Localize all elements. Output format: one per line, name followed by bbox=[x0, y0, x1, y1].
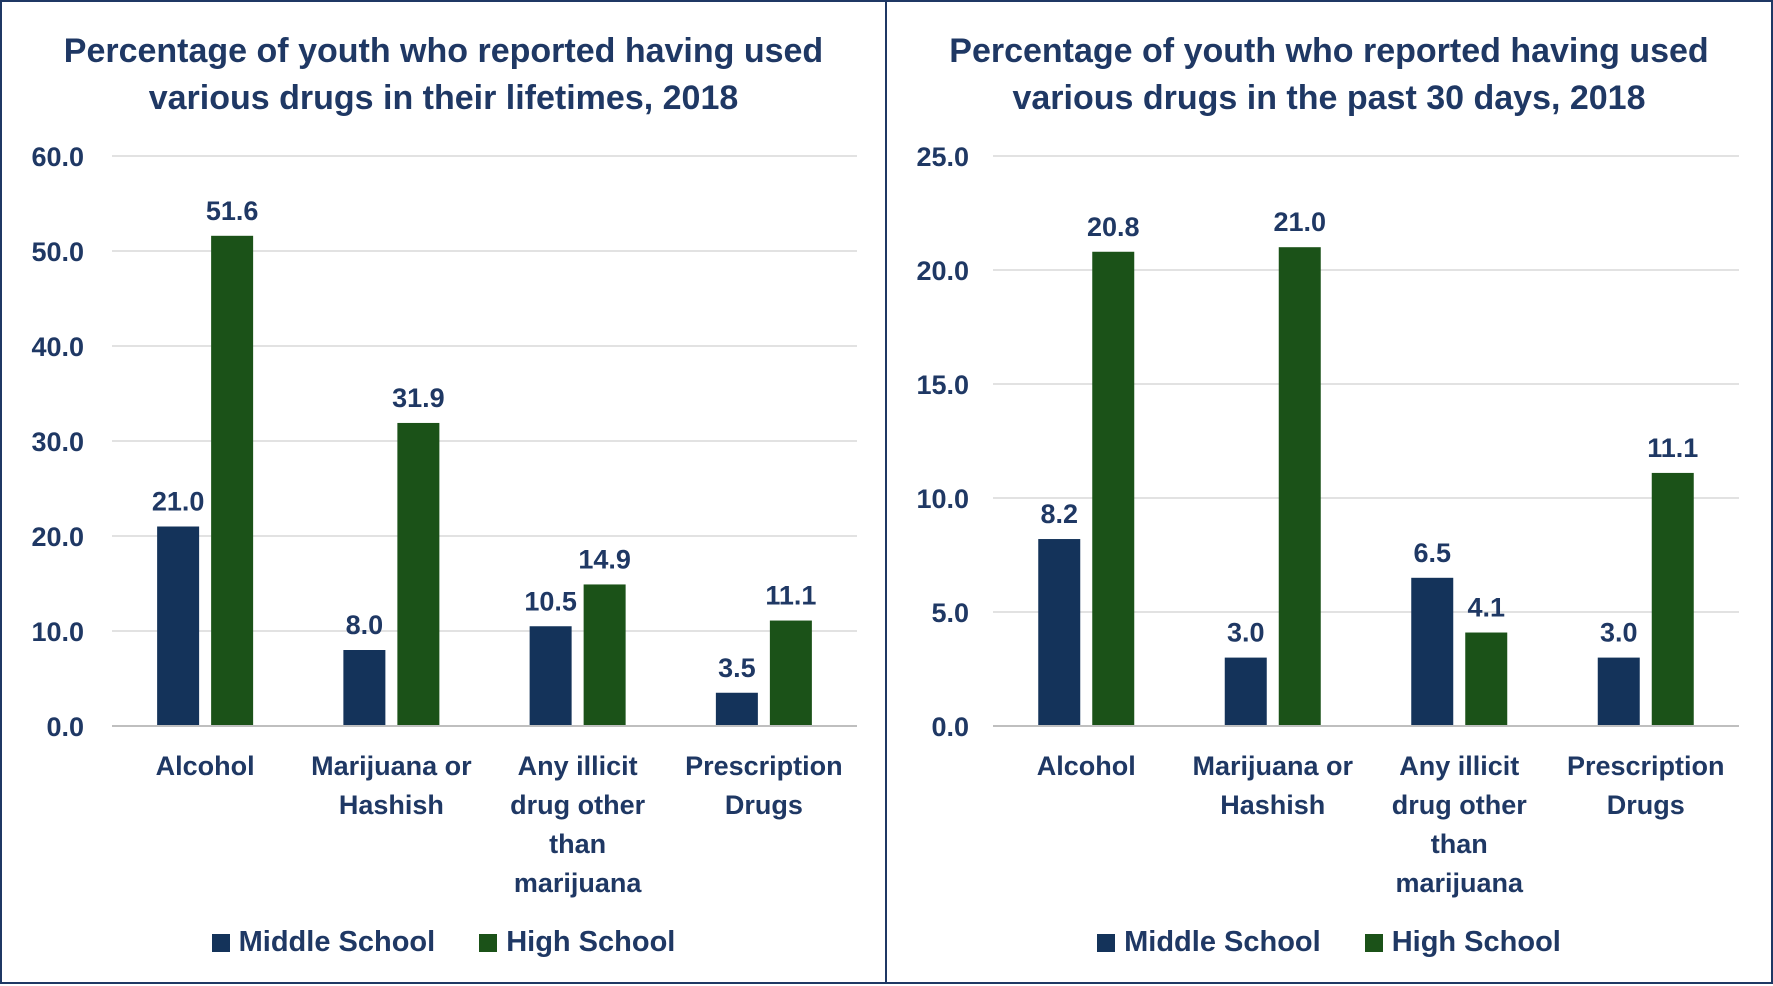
data-label: 3.0 bbox=[1600, 618, 1638, 648]
legend-label: High School bbox=[506, 926, 676, 958]
x-tick-label-line: Drugs bbox=[725, 790, 803, 820]
x-tick-label-line: Drugs bbox=[1607, 790, 1685, 820]
y-tick-label: 15.0 bbox=[916, 370, 969, 400]
y-tick-label: 40.0 bbox=[31, 332, 84, 362]
chart-panel-past-30-days: Percentage of youth who reported having … bbox=[885, 0, 1773, 984]
y-tick-label: 0.0 bbox=[931, 712, 969, 742]
data-label: 21.0 bbox=[1273, 207, 1326, 237]
x-tick-label-line: Any illicit bbox=[518, 751, 638, 781]
bar-middle-school bbox=[529, 626, 572, 726]
y-tick-label: 50.0 bbox=[31, 237, 84, 267]
x-tick-label: Marijuana or Hashish bbox=[1192, 751, 1353, 820]
bar-middle-school bbox=[715, 692, 758, 726]
data-label: 14.9 bbox=[578, 544, 631, 574]
legend-item-high-school: High School bbox=[479, 926, 675, 959]
data-label: 10.5 bbox=[524, 586, 577, 616]
bar-middle-school bbox=[1597, 657, 1640, 726]
x-tick-label-line: than bbox=[1431, 829, 1488, 859]
legend-item-high-school: High School bbox=[1364, 926, 1561, 959]
x-tick-label-line: Prescription bbox=[1567, 751, 1725, 781]
bar-high-school bbox=[769, 620, 812, 726]
y-tick-label: 60.0 bbox=[31, 142, 84, 172]
legend-label: High School bbox=[1391, 926, 1561, 958]
chart-title: Percentage of youth who reported having … bbox=[949, 32, 1709, 117]
x-tick-label-line: Marijuana or bbox=[311, 751, 472, 781]
x-tick-label: Prescription Drugs bbox=[685, 751, 843, 820]
legend-swatch-high-school bbox=[479, 933, 498, 952]
bar-chart-past-30-days: 0.0 5.0 10.0 15.0 20.0 25.0 8.2 20.8 Alcohol 3.0 2… bbox=[916, 142, 1739, 898]
y-tick-label: 0.0 bbox=[46, 712, 84, 742]
bar-middle-school bbox=[1411, 577, 1454, 726]
legend: Middle School High School bbox=[2, 926, 885, 959]
x-tick-label-line: Alcohol bbox=[1037, 751, 1136, 781]
y-tick-label: 10.0 bbox=[31, 617, 84, 647]
data-label: 11.1 bbox=[765, 581, 816, 611]
y-tick-label: 20.0 bbox=[31, 522, 84, 552]
bar-middle-school bbox=[1038, 539, 1081, 726]
legend-label: Middle School bbox=[1124, 926, 1321, 958]
x-tick-label: Marijuana or Hashish bbox=[311, 751, 472, 820]
data-label: 8.0 bbox=[346, 610, 384, 640]
y-tick-label: 25.0 bbox=[916, 142, 969, 172]
x-tick-label: Alcohol bbox=[156, 751, 255, 781]
bar-chart-lifetime: 0.0 10.0 20.0 30.0 40.0 50.0 60.0 21.0 51.6 Alcoh… bbox=[31, 142, 857, 898]
x-tick-label: Prescription Drugs bbox=[1567, 751, 1725, 820]
legend: Middle School High School bbox=[887, 926, 1771, 959]
bar-high-school bbox=[1092, 251, 1135, 726]
chart-panel-lifetime: Percentage of youth who reported having … bbox=[0, 0, 887, 984]
data-label: 8.2 bbox=[1040, 499, 1078, 529]
data-label: 31.9 bbox=[392, 383, 445, 413]
bar-high-school bbox=[583, 584, 626, 726]
data-label: 20.8 bbox=[1087, 212, 1140, 242]
bar-middle-school bbox=[343, 650, 386, 726]
x-tick-label: Any illicit drug other than marijuana bbox=[510, 751, 645, 898]
x-tick-label-line: than bbox=[549, 829, 606, 859]
legend-item-middle-school: Middle School bbox=[211, 926, 436, 959]
bar-high-school bbox=[1465, 632, 1508, 726]
y-tick-label: 30.0 bbox=[31, 427, 84, 457]
x-tick-label-line: Any illicit bbox=[1399, 751, 1519, 781]
bar-high-school bbox=[211, 235, 254, 727]
x-tick-label-line: marijuana bbox=[514, 868, 643, 898]
data-label: 6.5 bbox=[1413, 538, 1451, 568]
data-label: 51.6 bbox=[206, 196, 259, 226]
legend-label: Middle School bbox=[238, 926, 436, 958]
data-label: 11.1 bbox=[1647, 433, 1698, 463]
legend-swatch-high-school bbox=[1364, 933, 1383, 952]
x-tick-label-line: Alcohol bbox=[156, 751, 255, 781]
data-label: 3.5 bbox=[718, 653, 756, 683]
x-tick-label: Alcohol bbox=[1037, 751, 1136, 781]
y-tick-label: 5.0 bbox=[931, 598, 969, 628]
x-tick-label-line: drug other bbox=[1392, 790, 1527, 820]
x-tick-label: Any illicit drug other than marijuana bbox=[1392, 751, 1527, 898]
legend-item-middle-school: Middle School bbox=[1097, 926, 1321, 959]
x-tick-label-line: Hashish bbox=[1220, 790, 1325, 820]
bar-middle-school bbox=[1224, 657, 1267, 726]
chart-title: Percentage of youth who reported having … bbox=[63, 32, 824, 117]
x-tick-label-line: Prescription bbox=[685, 751, 843, 781]
x-tick-label-line: marijuana bbox=[1395, 868, 1524, 898]
legend-swatch-middle-school bbox=[1097, 933, 1116, 952]
bar-middle-school bbox=[157, 526, 200, 726]
data-label: 21.0 bbox=[152, 487, 205, 517]
data-label: 3.0 bbox=[1227, 618, 1265, 648]
legend-swatch-middle-school bbox=[211, 933, 230, 952]
data-label: 4.1 bbox=[1467, 593, 1505, 623]
x-tick-label-line: drug other bbox=[510, 790, 645, 820]
bar-high-school bbox=[397, 422, 440, 726]
x-tick-label-line: Marijuana or bbox=[1192, 751, 1353, 781]
y-tick-label: 10.0 bbox=[916, 484, 969, 514]
bar-high-school bbox=[1278, 247, 1321, 726]
x-tick-label-line: Hashish bbox=[339, 790, 444, 820]
bar-high-school bbox=[1651, 472, 1694, 726]
y-tick-label: 20.0 bbox=[916, 256, 969, 286]
